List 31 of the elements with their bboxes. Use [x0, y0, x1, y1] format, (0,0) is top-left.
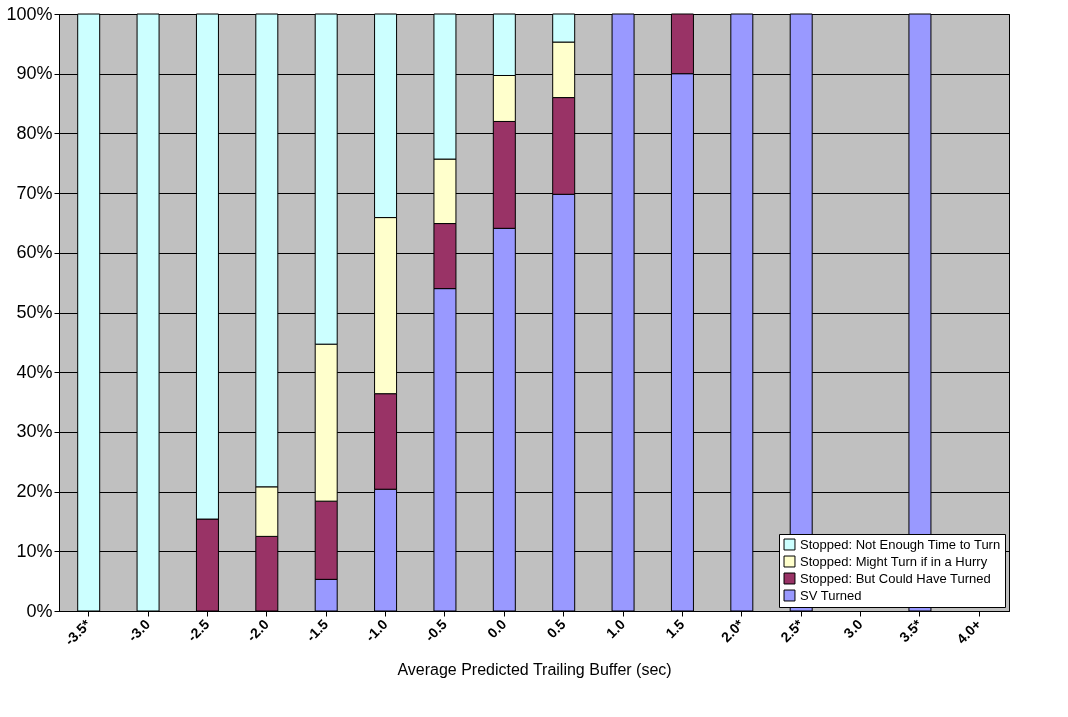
- x-tick-label: -3.0: [124, 615, 154, 645]
- x-axis-title: Average Predicted Trailing Buffer (sec): [397, 661, 672, 679]
- x-tick-label: -2.5: [184, 615, 213, 645]
- x-tick-label: 3.0: [840, 615, 866, 642]
- y-tick-label: 100%: [6, 3, 53, 24]
- y-tick-label: 70%: [16, 182, 53, 203]
- x-tick-label: -0.5: [421, 615, 451, 645]
- y-tick-label: 0%: [26, 600, 53, 621]
- y-tick-label: 40%: [16, 361, 53, 382]
- x-tick-label: 1.0: [602, 615, 629, 642]
- x-tick-label: -1.5: [302, 615, 332, 645]
- x-tick-label: -1.0: [362, 615, 391, 645]
- x-tick-label: 1.5: [662, 615, 688, 642]
- y-tick-label: 10%: [16, 540, 53, 561]
- y-tick-label: 80%: [16, 122, 53, 143]
- y-tick-label: 90%: [16, 63, 53, 84]
- x-tick-label: 2.0*: [717, 615, 748, 646]
- y-tick-label: 20%: [16, 481, 53, 502]
- legend-label: SV Turned: [800, 587, 862, 603]
- x-tick-label: 3.5*: [895, 615, 926, 646]
- x-tick-label: 2.5*: [777, 615, 807, 646]
- x-tick-label: 0.0: [484, 615, 510, 642]
- y-tick-label: 60%: [16, 242, 53, 263]
- y-tick-label: 30%: [16, 421, 53, 442]
- x-tick-label: -2.0: [243, 615, 272, 645]
- x-tick-label: 4.0+: [953, 616, 985, 647]
- legend-label: Stopped: Might Turn if in a Hurry: [800, 553, 988, 569]
- legend-label: Stopped: But Could Have Turned: [800, 570, 991, 586]
- x-tick-label: 0.5: [543, 615, 569, 642]
- y-tick-label: 50%: [16, 302, 53, 322]
- legend-label: Stopped: Not Enough Time to Turn: [800, 536, 1001, 552]
